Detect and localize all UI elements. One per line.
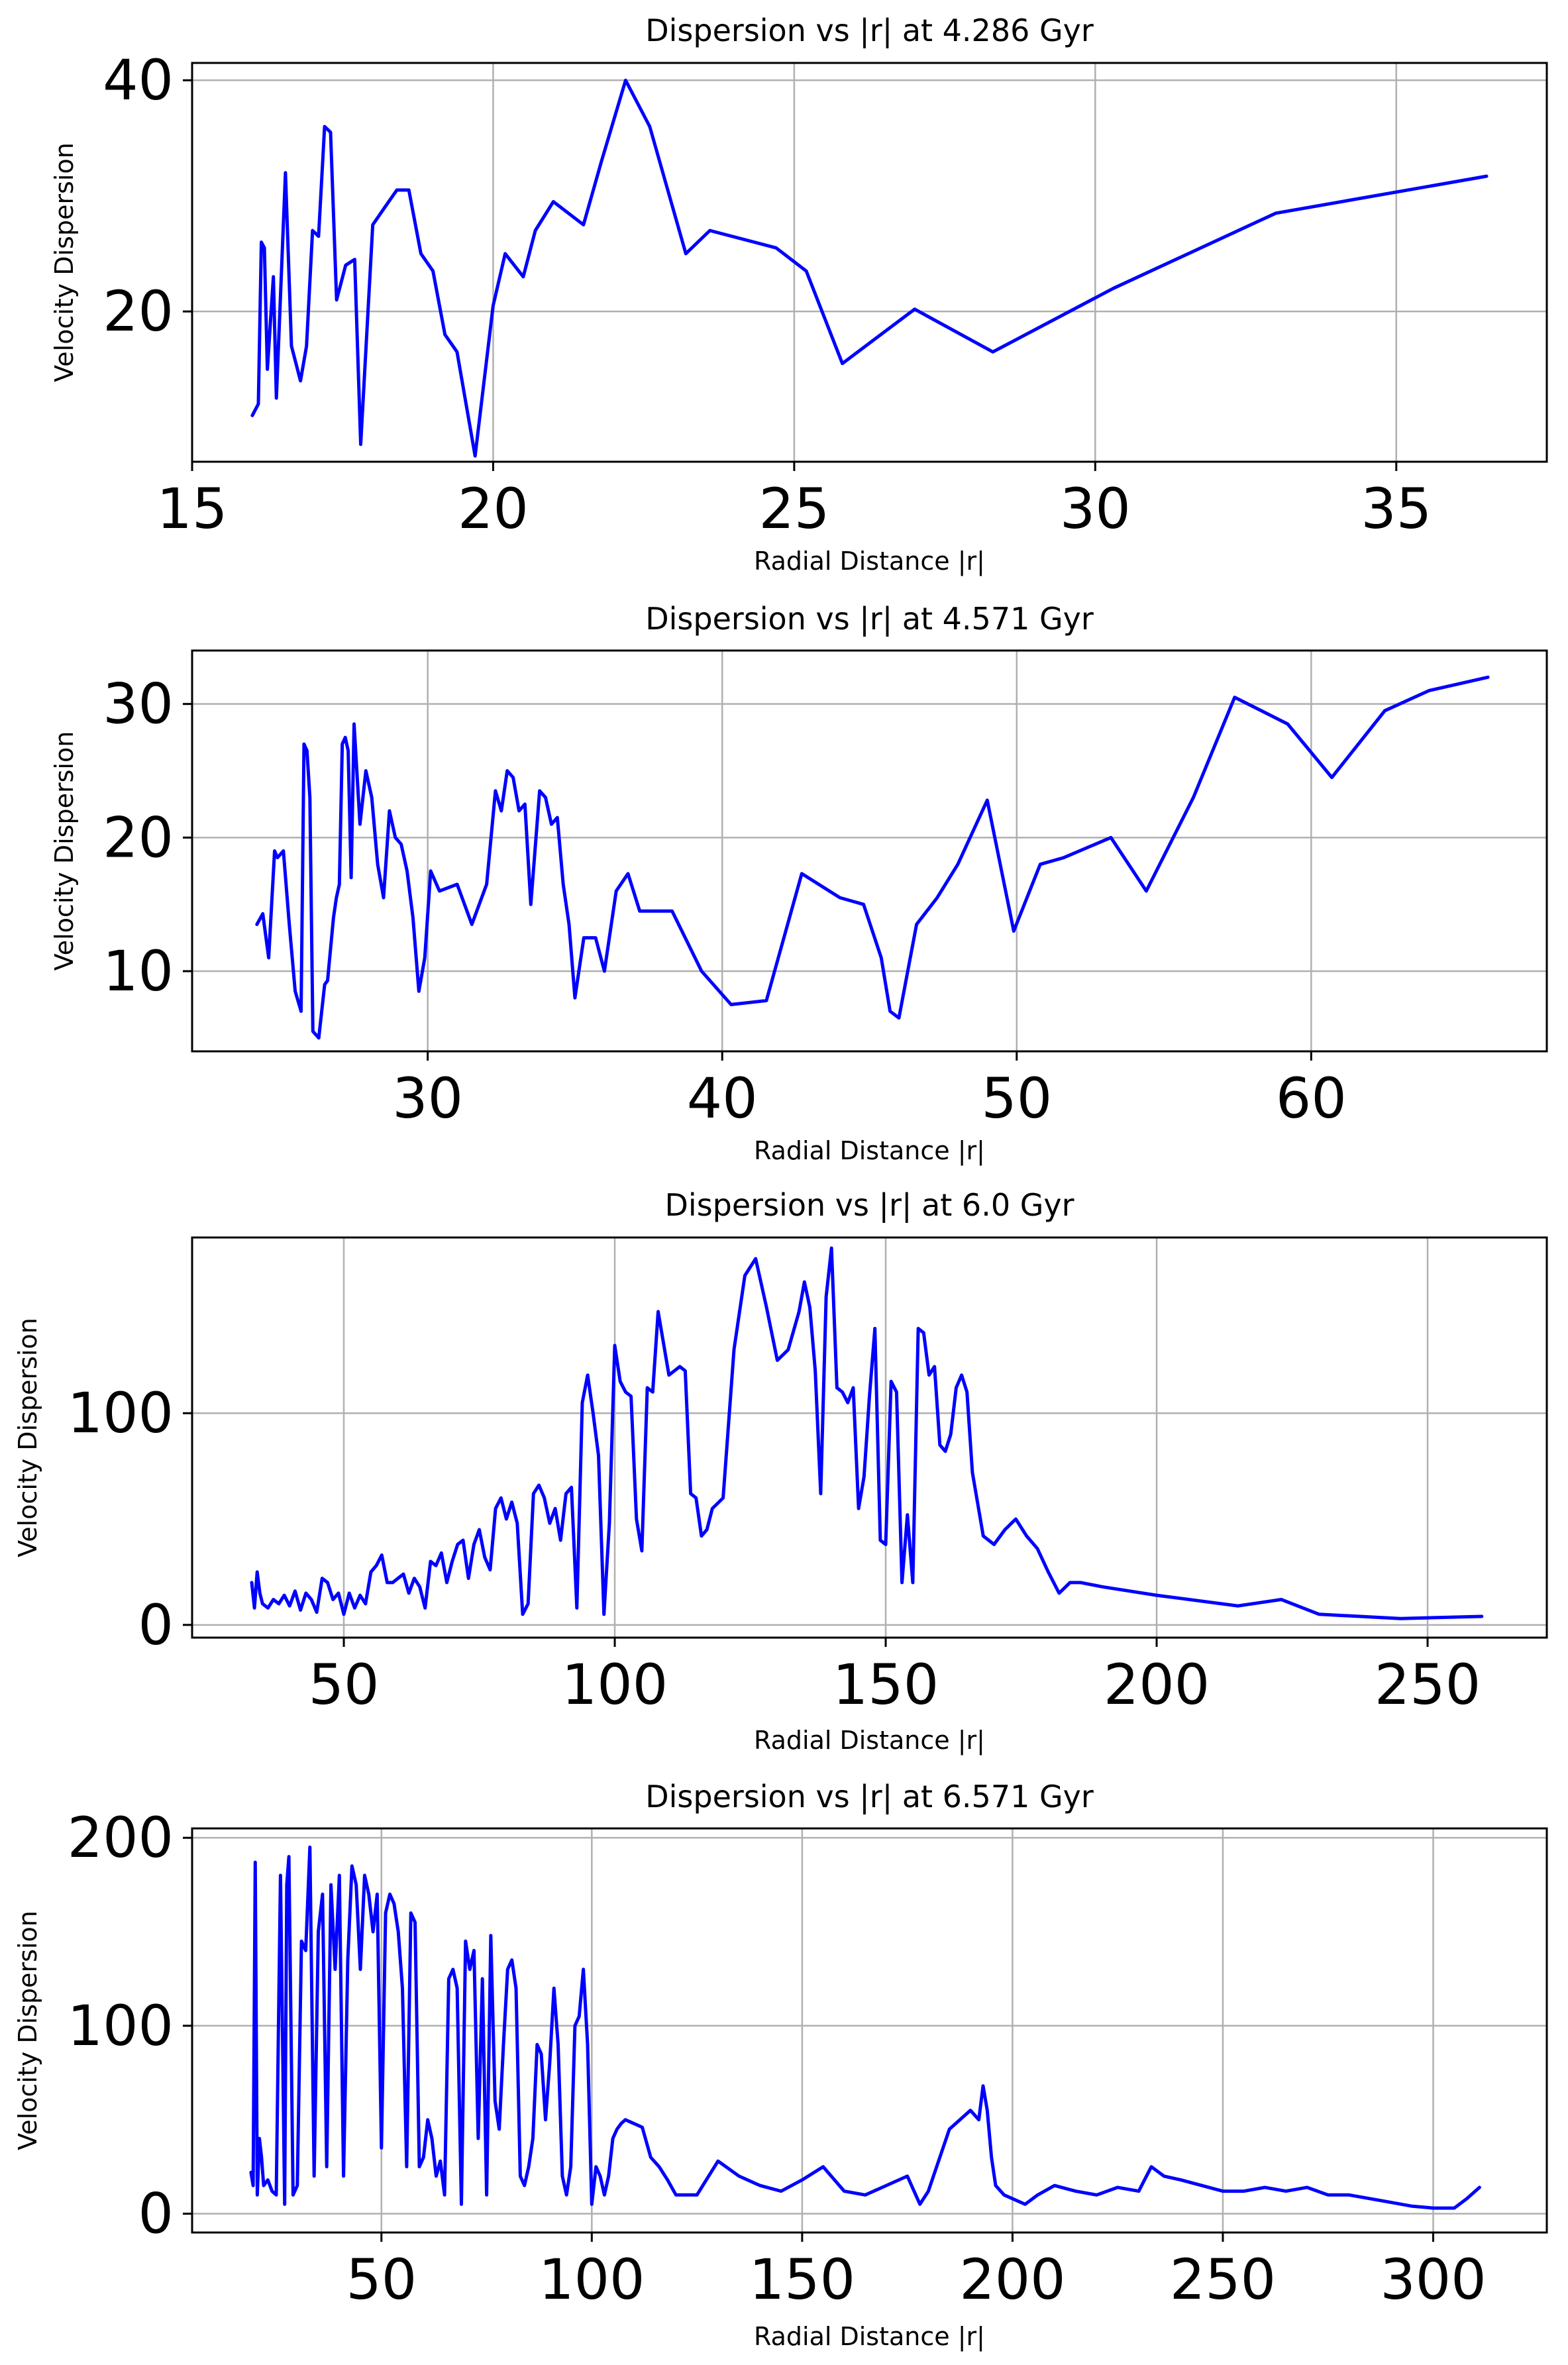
y-tick-label: 0 [138,1593,174,1657]
x-tick-label: 20 [458,476,529,541]
x-axis-label: Radial Distance |r| [754,1726,985,1756]
series-line [255,675,1490,1040]
x-tick-label: 300 [1380,2247,1486,2312]
x-tick-label: 250 [1375,1652,1481,1717]
y-axis-label: Velocity Dispersion [50,142,79,382]
x-tick-label: 150 [749,2247,855,2312]
y-tick-label: 0 [138,2181,174,2246]
chart-svg-1: 15 20 25 30 35 20 40 Dispersion vs |r| at 4.286… [50,13,1548,576]
chart-title: Dispersion vs |r| at 6.0 Gyr [665,1187,1074,1224]
y-tick-label: 200 [68,1805,174,1870]
chart-svg-2: 30 40 50 60 10 20 30 Dispersion vs |r| at 4.571… [50,601,1548,1166]
x-tick-label: 150 [833,1652,939,1717]
x-tick-label: 100 [539,2247,645,2312]
x-axis-label: Radial Distance |r| [754,1136,985,1166]
series-line [250,1246,1484,1620]
chart-panel-2: 30 40 50 60 10 20 30 Dispersion vs |r| at 4.571… [0,590,1568,1179]
x-tick-label: 50 [346,2247,417,2312]
chart-svg-3: 50 100 150 200 250 0 100 Dispersion vs |r| at 6… [13,1187,1548,1756]
y-axis-label: Velocity Dispersion [50,731,79,971]
x-tick-label: 25 [758,476,829,541]
axes-frame [191,1827,1548,2234]
chart-panel-3: 50 100 150 200 250 0 100 Dispersion vs |r| at 6… [0,1179,1568,1769]
chart-panel-4: 50 100 150 200 250 300 0 100 200 Dispersion vs |r… [0,1769,1568,2365]
y-tick-label: 100 [68,1381,174,1445]
chart-panel-1: 15 20 25 30 35 20 40 Dispersion vs |r| at 4.286… [0,0,1568,590]
chart-svg-4: 50 100 150 200 250 300 0 100 200 Dispersion vs |r… [13,1779,1548,2352]
axes-frame [191,649,1548,1053]
y-tick-label: 30 [103,672,174,737]
axes-frame [191,1236,1548,1639]
x-tick-label: 50 [981,1066,1052,1131]
x-tick-label: 50 [309,1652,380,1717]
x-tick-label: 30 [392,1066,463,1131]
x-axis-label: Radial Distance |r| [754,547,985,576]
chart-title: Dispersion vs |r| at 4.286 Gyr [645,13,1094,49]
y-axis-label: Velocity Dispersion [13,1911,42,2150]
x-tick-label: 200 [959,2247,1065,2312]
series-line [250,78,1489,458]
x-tick-label: 250 [1170,2247,1276,2312]
chart-title: Dispersion vs |r| at 6.571 Gyr [645,1779,1094,1815]
x-tick-label: 15 [157,476,228,541]
x-tick-label: 100 [562,1652,668,1717]
x-axis-label: Radial Distance |r| [754,2322,985,2352]
x-tick-label: 35 [1361,476,1432,541]
series-line [249,1845,1481,2210]
y-tick-label: 100 [68,1993,174,2058]
y-axis-label: Velocity Dispersion [13,1318,42,1557]
chart-title: Dispersion vs |r| at 4.571 Gyr [645,601,1094,637]
y-tick-label: 40 [103,48,174,113]
x-tick-label: 30 [1060,476,1131,541]
y-tick-label: 20 [103,805,174,870]
x-tick-label: 60 [1276,1066,1347,1131]
x-tick-label: 40 [687,1066,758,1131]
x-tick-label: 200 [1104,1652,1210,1717]
axes-frame [191,62,1548,463]
y-tick-label: 20 [103,279,174,344]
y-tick-label: 10 [103,939,174,1004]
